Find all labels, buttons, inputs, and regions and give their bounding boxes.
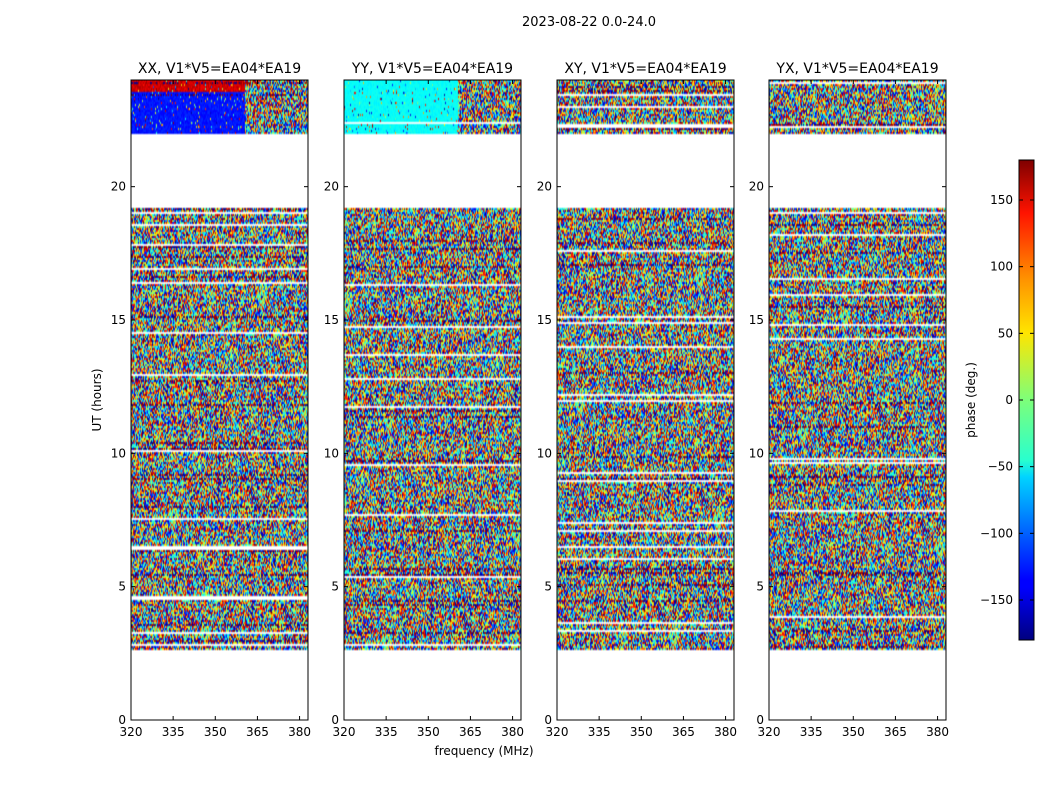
y-tick-label: 0	[118, 713, 126, 727]
y-tick-label: 10	[111, 446, 126, 460]
panel-title: XY, V1*V5=EA04*EA19	[564, 61, 726, 77]
y-tick-label: 15	[537, 313, 552, 327]
x-tick-label: 320	[758, 725, 781, 739]
x-tick-label: 380	[501, 725, 524, 739]
colorbar-tick-label: 0	[1005, 393, 1013, 407]
colorbar-tick-label: 100	[990, 260, 1013, 274]
y-tick-label: 15	[324, 313, 339, 327]
x-tick-label: 335	[800, 725, 823, 739]
panel-4: YX, V1*V5=EA04*EA19 320 335 350 365 380 0 5 10 15…	[749, 61, 949, 739]
phase-heatmap	[344, 80, 521, 720]
x-tick-label: 365	[884, 725, 907, 739]
y-tick-label: 0	[756, 713, 764, 727]
x-tick-label: 350	[630, 725, 653, 739]
colorbar-label: phase (deg.)	[964, 362, 978, 438]
x-tick-label: 365	[459, 725, 482, 739]
panels-group: XX, V1*V5=EA04*EA19 320 335 350 365 380 0 5 10 15…	[111, 61, 949, 739]
x-tick-label: 320	[546, 725, 569, 739]
phase-heatmap	[557, 80, 734, 720]
figure-suptitle: 2023-08-22 0.0-24.0	[522, 15, 656, 30]
plot-frame	[768, 79, 947, 721]
x-tick-label: 350	[842, 725, 865, 739]
x-tick-label: 335	[162, 725, 185, 739]
panel-2: YY, V1*V5=EA04*EA19 320 335 350 365 380 0 5 10 15…	[324, 61, 524, 739]
x-tick-label: 335	[588, 725, 611, 739]
y-axis-label: UT (hours)	[90, 368, 104, 431]
panel-title: YX, V1*V5=EA04*EA19	[775, 61, 938, 77]
y-tick-label: 10	[537, 446, 552, 460]
y-tick-label: 5	[118, 580, 126, 594]
x-tick-label: 320	[120, 725, 143, 739]
colorbar-tick-label: −150	[980, 593, 1013, 607]
y-tick-label: 10	[324, 446, 339, 460]
y-tick-label: 20	[324, 180, 339, 194]
y-tick-label: 20	[749, 180, 764, 194]
y-tick-label: 20	[111, 180, 126, 194]
y-tick-label: 10	[749, 446, 764, 460]
y-tick-label: 5	[756, 580, 764, 594]
y-tick-label: 5	[544, 580, 552, 594]
colorbar-tick-label: −50	[988, 460, 1013, 474]
x-tick-label: 380	[714, 725, 737, 739]
phase-heatmap	[769, 80, 946, 720]
y-tick-label: 15	[749, 313, 764, 327]
x-tick-label: 350	[204, 725, 227, 739]
y-tick-label: 5	[331, 580, 339, 594]
colorbar: −150 −100 −50 0 50 100 150 phase (deg.)	[964, 159, 1035, 641]
x-tick-label: 350	[417, 725, 440, 739]
plot-frame	[343, 79, 522, 721]
plot-frame	[130, 79, 309, 721]
panel-1: XX, V1*V5=EA04*EA19 320 335 350 365 380 0 5 10 15…	[111, 61, 311, 739]
x-tick-label: 335	[375, 725, 398, 739]
x-axis-label: frequency (MHz)	[434, 744, 533, 758]
panel-3: XY, V1*V5=EA04*EA19 320 335 350 365 380 0 5 10 15…	[537, 61, 737, 739]
x-tick-label: 365	[246, 725, 269, 739]
x-tick-label: 320	[333, 725, 356, 739]
x-tick-label: 380	[926, 725, 949, 739]
colorbar-tick-label: 50	[998, 326, 1013, 340]
y-tick-label: 0	[331, 713, 339, 727]
colorbar-tick-label: 150	[990, 193, 1013, 207]
y-tick-label: 0	[544, 713, 552, 727]
y-tick-label: 20	[537, 180, 552, 194]
plot-frame	[556, 79, 735, 721]
phase-heatmap	[131, 80, 308, 720]
y-tick-label: 15	[111, 313, 126, 327]
panel-title: XX, V1*V5=EA04*EA19	[138, 61, 301, 77]
x-tick-label: 365	[672, 725, 695, 739]
x-tick-label: 380	[288, 725, 311, 739]
colorbar-tick-label: −100	[980, 526, 1013, 540]
panel-title: YY, V1*V5=EA04*EA19	[351, 61, 513, 77]
